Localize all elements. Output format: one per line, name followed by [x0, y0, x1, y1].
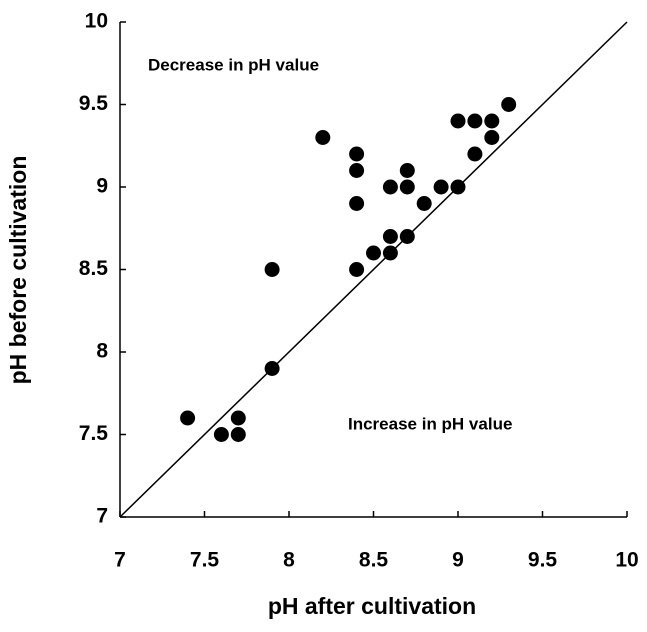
y-tick-label: 10	[85, 10, 108, 33]
point	[315, 130, 331, 145]
point	[416, 196, 432, 211]
point	[349, 196, 365, 211]
x-tick-label: 9	[452, 549, 464, 572]
point	[382, 245, 398, 261]
point	[230, 410, 246, 426]
y-axis-label: pH before cultivation	[5, 156, 31, 385]
x-tick-label: 8	[283, 549, 295, 572]
point	[467, 113, 483, 129]
point	[450, 179, 466, 195]
y-tick-label: 9	[96, 175, 108, 198]
x-tick-label: 7.5	[190, 549, 220, 572]
annotation: Increase in pH value	[348, 414, 512, 433]
point	[382, 179, 398, 195]
y-tick-label: 7	[96, 505, 108, 528]
x-tick-label: 9.5	[528, 549, 558, 572]
y-tick-label: 8	[96, 340, 108, 363]
point	[349, 163, 365, 178]
point	[450, 113, 466, 129]
point	[349, 262, 365, 277]
point	[399, 179, 415, 195]
point	[366, 245, 381, 261]
x-axis-label: pH after cultivation	[268, 593, 476, 619]
reference-line	[119, 21, 628, 518]
point	[501, 97, 517, 112]
point	[382, 229, 398, 244]
point	[213, 427, 229, 442]
point	[349, 146, 365, 162]
point	[264, 361, 280, 376]
y-tick-label: 7.5	[79, 422, 109, 445]
x-tick-label: 10	[615, 549, 638, 572]
x-tick-label: 8.5	[359, 549, 389, 572]
point	[484, 113, 500, 129]
y-tick-label: 9.5	[79, 92, 109, 115]
point	[399, 163, 415, 178]
point	[433, 179, 449, 195]
point	[467, 146, 483, 162]
annotation: Decrease in pH value	[148, 55, 319, 74]
point	[484, 130, 500, 145]
point	[180, 410, 196, 426]
point	[399, 229, 415, 244]
y-tick-label: 8.5	[79, 257, 109, 280]
point	[230, 427, 246, 442]
x-tick-label: 7	[114, 549, 126, 572]
point	[264, 262, 280, 277]
